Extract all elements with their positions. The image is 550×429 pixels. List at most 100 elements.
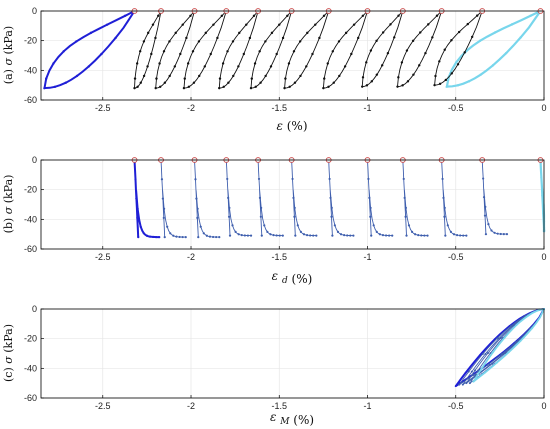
- panel-b-frame: [40, 159, 545, 250]
- cycle-loop: [361, 10, 404, 88]
- data-point: [162, 216, 165, 219]
- panel-c-frame: [40, 308, 545, 399]
- data-point: [146, 65, 149, 68]
- data-point: [505, 233, 509, 236]
- data-point: [208, 235, 212, 238]
- data-point: [343, 234, 346, 237]
- data-point: [412, 73, 415, 76]
- data-point: [470, 370, 473, 373]
- x-tick-label: -1: [364, 103, 372, 113]
- data-point: [404, 215, 407, 218]
- data-point: [196, 207, 199, 210]
- data-point: [264, 74, 267, 78]
- data-point: [249, 234, 253, 237]
- data-point: [322, 14, 326, 18]
- cycle-loop: [284, 10, 330, 89]
- panel-a-ticks: -2.5 -2 -1.5 -1 -0.5 0 0 -20 -40 -60: [24, 6, 547, 113]
- data-point: [45, 77, 48, 80]
- data-point: [465, 382, 468, 385]
- x-tick-label: -0.5: [448, 252, 464, 262]
- data-point: [148, 235, 152, 238]
- data-point: [484, 352, 487, 355]
- data-point: [467, 80, 471, 83]
- data-point: [312, 234, 315, 237]
- data-point: [519, 36, 522, 39]
- data-point: [260, 234, 263, 237]
- data-point: [299, 74, 302, 78]
- data-point: [53, 85, 57, 88]
- data-point: [365, 84, 369, 87]
- data-point: [487, 223, 490, 226]
- data-point: [162, 50, 166, 53]
- data-point: [435, 14, 439, 17]
- data-point: [470, 35, 474, 39]
- data-point: [427, 23, 430, 26]
- data-point: [466, 22, 469, 26]
- data-point: [456, 63, 460, 66]
- data-point: [388, 234, 391, 237]
- data-point: [444, 78, 448, 82]
- data-point: [245, 23, 248, 26]
- data-point: [248, 36, 252, 40]
- data-point: [228, 234, 232, 237]
- panel-c-series: [454, 308, 545, 388]
- data-point: [281, 36, 285, 40]
- data-point: [291, 177, 294, 181]
- panel-c-ylabel: (c) σ (kPa): [2, 324, 15, 382]
- data-point: [450, 39, 453, 42]
- cycle-loop: [155, 10, 195, 89]
- data-point: [246, 234, 250, 237]
- data-point: [369, 206, 372, 209]
- data-point: [161, 197, 164, 200]
- data-point: [250, 77, 253, 80]
- data-point: [266, 230, 269, 233]
- data-point: [418, 64, 421, 67]
- data-point: [417, 234, 420, 237]
- panel-a-xlabel: ε (%): [276, 119, 307, 133]
- data-point: [493, 31, 497, 34]
- data-point: [142, 40, 146, 43]
- data-point: [226, 177, 229, 181]
- data-point: [183, 77, 186, 80]
- data-point: [454, 385, 457, 388]
- data-point: [259, 215, 262, 218]
- first-cycle-loop: [454, 308, 545, 387]
- data-point: [242, 52, 246, 56]
- data-point: [138, 50, 142, 53]
- data-point: [459, 234, 462, 237]
- data-point: [468, 382, 471, 385]
- data-point: [75, 40, 78, 43]
- data-point: [370, 80, 373, 83]
- data-point: [163, 81, 167, 84]
- data-point: [311, 52, 314, 56]
- data-point: [361, 14, 365, 18]
- data-point: [269, 233, 272, 236]
- data-point: [465, 234, 468, 237]
- data-point: [452, 233, 456, 236]
- data-point: [527, 314, 530, 317]
- data-point: [318, 36, 321, 40]
- data-point: [159, 85, 162, 88]
- data-point: [480, 368, 483, 371]
- y-tick-label: -60: [24, 244, 37, 254]
- panel-a-frame: [40, 10, 545, 101]
- data-point: [445, 85, 449, 88]
- data-point: [136, 216, 139, 219]
- data-point: [204, 31, 207, 35]
- data-point: [302, 233, 306, 236]
- data-point: [357, 36, 360, 40]
- x-tick-label: -2.5: [95, 401, 111, 411]
- data-point: [272, 234, 275, 237]
- data-point: [195, 197, 198, 200]
- data-point: [482, 177, 485, 180]
- data-point: [218, 86, 221, 90]
- data-point: [541, 194, 544, 197]
- x-tick-label: -2.5: [95, 252, 111, 262]
- x-tick-label: -2: [187, 252, 195, 262]
- data-point: [259, 81, 262, 84]
- cycle-spike: [367, 159, 393, 237]
- data-point: [64, 81, 67, 84]
- cycle-spike: [225, 159, 251, 237]
- data-point: [114, 36, 117, 40]
- panel-a-series: [43, 8, 544, 90]
